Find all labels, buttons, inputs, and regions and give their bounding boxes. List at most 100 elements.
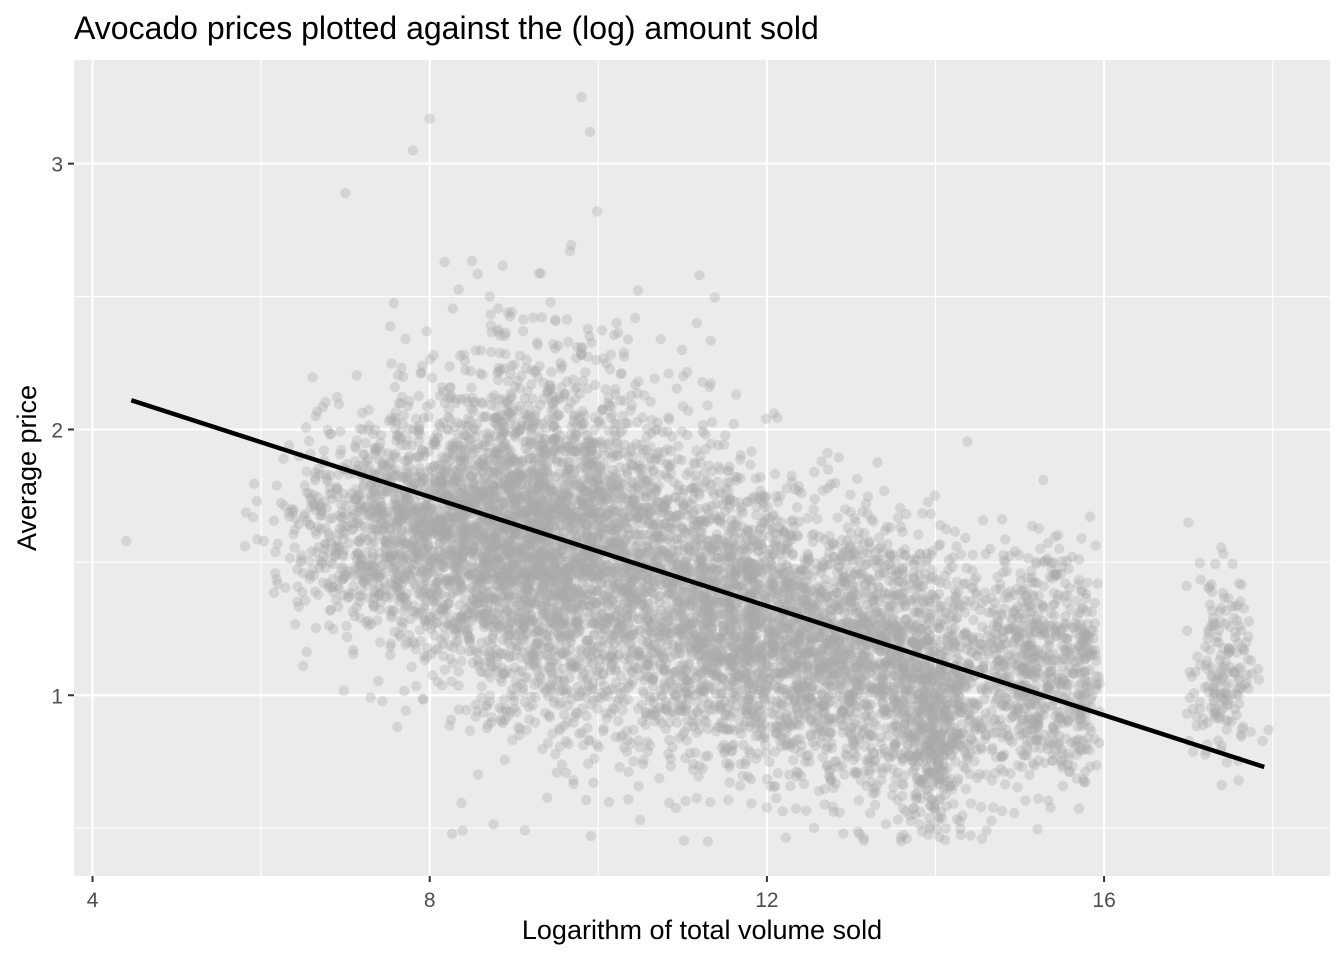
data-point [417, 444, 428, 456]
data-point [379, 536, 390, 547]
data-point [358, 570, 369, 582]
data-point [327, 493, 338, 505]
data-point [697, 376, 708, 388]
data-point [330, 550, 341, 562]
data-point [556, 759, 568, 770]
data-point [502, 510, 513, 521]
data-point [358, 577, 369, 588]
data-point [341, 621, 352, 632]
data-point [297, 586, 308, 598]
data-point [499, 580, 510, 591]
data-point [387, 562, 398, 574]
data-point [398, 514, 409, 525]
data-point [331, 548, 342, 559]
data-point [535, 478, 546, 489]
data-point [350, 484, 361, 495]
data-point [500, 348, 511, 360]
data-point [622, 677, 634, 688]
data-point [367, 552, 379, 563]
data-point [347, 570, 359, 581]
data-point [407, 606, 418, 617]
data-point [510, 478, 521, 489]
data-point [468, 541, 480, 552]
data-point [623, 766, 634, 777]
data-point [342, 565, 353, 576]
data-point [389, 494, 401, 505]
data-point [502, 566, 514, 577]
data-point [493, 303, 504, 314]
data-point [385, 457, 396, 468]
data-point [385, 649, 396, 661]
data-point [370, 481, 381, 492]
data-point [439, 477, 450, 489]
data-point [388, 605, 399, 617]
data-point [366, 494, 377, 505]
data-point [407, 535, 418, 546]
data-point [399, 593, 410, 604]
data-point [561, 684, 572, 695]
data-point [437, 553, 448, 564]
data-point [434, 538, 445, 550]
data-point [735, 454, 746, 465]
data-point [312, 521, 324, 533]
data-point [651, 424, 663, 435]
data-point [630, 312, 641, 324]
data-point [381, 461, 393, 472]
data-point [438, 605, 449, 616]
data-point [443, 619, 454, 630]
data-point [467, 594, 479, 605]
data-point [416, 535, 428, 546]
data-point [542, 792, 553, 803]
data-point [544, 642, 555, 653]
data-point [479, 596, 490, 608]
data-point [452, 621, 464, 632]
data-point [449, 561, 460, 573]
data-point [610, 665, 621, 676]
data-point [418, 450, 430, 461]
data-point [463, 413, 474, 424]
data-point [443, 404, 455, 415]
data-point [436, 382, 448, 393]
data-point [375, 597, 386, 608]
data-point [580, 794, 592, 806]
data-point [623, 451, 634, 462]
data-point [473, 439, 484, 450]
data-point [400, 705, 411, 716]
data-point [409, 525, 420, 537]
data-point [323, 582, 334, 593]
data-point [633, 781, 644, 792]
data-point [406, 440, 417, 451]
data-point [513, 472, 524, 484]
data-point [368, 519, 379, 530]
data-point [409, 638, 420, 649]
data-point [300, 422, 312, 433]
data-point [495, 330, 506, 341]
data-point [607, 502, 618, 514]
data-point [347, 645, 359, 656]
data-point [476, 466, 487, 477]
data-point [541, 461, 552, 472]
data-point [435, 634, 447, 645]
data-point [548, 404, 560, 415]
data-point [288, 529, 299, 540]
data-point [426, 465, 437, 476]
data-point [530, 691, 541, 703]
data-point [580, 367, 591, 378]
data-point [565, 501, 576, 512]
data-point [444, 512, 455, 523]
data-point [337, 526, 349, 538]
data-point [505, 600, 516, 611]
data-point [562, 376, 573, 387]
data-point [392, 721, 403, 733]
data-point [566, 694, 577, 705]
data-point [561, 314, 573, 325]
data-point [443, 393, 454, 404]
data-point [568, 661, 579, 672]
data-point [353, 568, 364, 580]
data-point [640, 476, 652, 487]
data-point [464, 583, 475, 595]
data-point [275, 497, 287, 509]
data-point [393, 571, 404, 582]
data-point [671, 383, 683, 394]
data-point [506, 689, 517, 700]
